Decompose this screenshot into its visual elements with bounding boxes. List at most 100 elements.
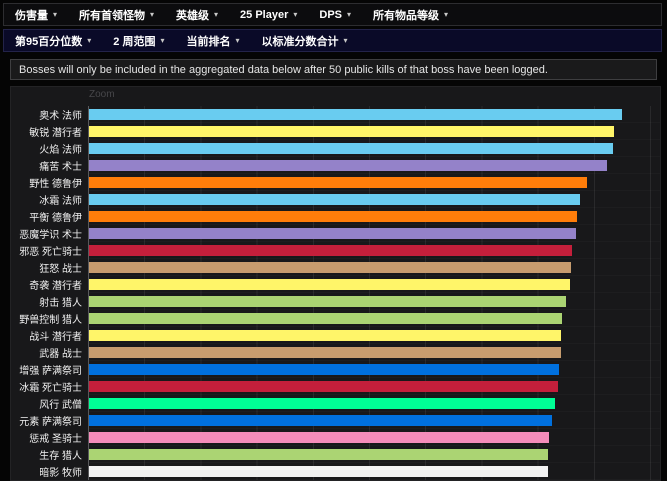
bar-track — [88, 344, 660, 361]
chart-rows: 奥术 法师 敏锐 潜行者 火焰 法师 痛苦 术士 野性 德鲁伊 冰霜 法师 平衡 德鲁伊 恶魔… — [11, 106, 660, 480]
chart-row: 狂怒 战士 — [11, 259, 660, 276]
dps-bar[interactable] — [89, 347, 561, 358]
menu-item-all-item-levels[interactable]: 所有物品等级 ▾ — [362, 4, 459, 25]
aggregation-notice: Bosses will only be included in the aggr… — [10, 59, 657, 80]
chevron-down-icon: ▾ — [347, 9, 352, 19]
chart-row: 邪恶 死亡骑士 — [11, 242, 660, 259]
spec-label: 邪恶 死亡骑士 — [19, 247, 82, 258]
chevron-down-icon: ▾ — [235, 35, 240, 45]
menu-item-label: DPS — [319, 8, 343, 21]
menu-item-heroic-difficulty[interactable]: 英雄级 ▾ — [165, 4, 229, 25]
chart-row: 冰霜 法师 — [11, 191, 660, 208]
chevron-down-icon: ▾ — [53, 9, 58, 19]
chart-row: 平衡 德鲁伊 — [11, 208, 660, 225]
dps-bar[interactable] — [89, 245, 572, 256]
aggregation-notice-text: Bosses will only be included in the aggr… — [19, 63, 548, 76]
menu-item-all-bosses[interactable]: 所有首领怪物 ▾ — [68, 4, 165, 25]
dps-bar[interactable] — [89, 466, 548, 477]
dps-bar[interactable] — [89, 109, 622, 120]
chevron-down-icon: ▾ — [87, 35, 92, 45]
chart-row: 惩戒 圣骑士 — [11, 429, 660, 446]
chart-row: 冰霜 死亡骑士 — [11, 378, 660, 395]
spec-label: 冰霜 死亡骑士 — [19, 383, 82, 394]
bar-track — [88, 276, 660, 293]
dps-bar[interactable] — [89, 398, 555, 409]
dps-bar[interactable] — [89, 143, 614, 154]
spec-label: 狂怒 战士 — [39, 264, 82, 275]
bar-track — [88, 463, 660, 480]
dps-bar[interactable] — [89, 449, 549, 460]
chart-row: 奇袭 潜行者 — [11, 276, 660, 293]
menu-item-damage-done[interactable]: 伤害量 ▾ — [4, 4, 68, 25]
spec-label: 野兽控制 猎人 — [19, 315, 82, 326]
menu-item-label: 2 周范围 — [113, 35, 156, 48]
dps-bar[interactable] — [89, 364, 560, 375]
spec-label: 元素 萨满祭司 — [19, 417, 82, 428]
dps-bar[interactable] — [89, 194, 580, 205]
chart-row: 野兽控制 猎人 — [11, 310, 660, 327]
menu-item-label: 伤害量 — [15, 9, 48, 22]
bar-track — [88, 123, 660, 140]
chart-row: 恶魔学识 术士 — [11, 225, 660, 242]
dps-bar[interactable] — [89, 262, 571, 273]
menu-item-25-player[interactable]: 25 Player ▾ — [229, 4, 308, 25]
spec-label: 生存 猎人 — [39, 451, 82, 462]
bar-track — [88, 191, 660, 208]
bar-track — [88, 157, 660, 174]
dps-bar[interactable] — [89, 228, 577, 239]
chart-row: 元素 萨满祭司 — [11, 412, 660, 429]
bar-track — [88, 429, 660, 446]
spec-label: 冰霜 法师 — [39, 196, 82, 207]
bar-track — [88, 106, 660, 123]
dps-bar[interactable] — [89, 296, 566, 307]
dps-bar[interactable] — [89, 381, 558, 392]
spec-label: 奥术 法师 — [39, 111, 82, 122]
dps-bar[interactable] — [89, 415, 553, 426]
menu-item-95th-percentile[interactable]: 第95百分位数 ▾ — [4, 30, 102, 51]
primary-filter-toolbar: 伤害量 ▾ 所有首领怪物 ▾ 英雄级 ▾ 25 Player ▾ DPS ▾ 所有物品等级 ▾ — [3, 3, 662, 26]
spec-label: 平衡 德鲁伊 — [29, 213, 82, 224]
dps-bar[interactable] — [89, 177, 587, 188]
spec-label: 野性 德鲁伊 — [29, 179, 82, 190]
spec-label: 敏锐 潜行者 — [29, 128, 82, 139]
chart-zoom-label: Zoom — [89, 89, 115, 100]
bar-track — [88, 446, 660, 463]
dps-bar[interactable] — [89, 432, 549, 443]
chart-row: 武器 战士 — [11, 344, 660, 361]
dps-bar[interactable] — [89, 279, 571, 290]
menu-item-aggregate-by-standard-score[interactable]: 以标准分数合计 ▾ — [250, 30, 358, 51]
chevron-down-icon: ▾ — [160, 35, 165, 45]
secondary-filter-toolbar: 第95百分位数 ▾ 2 周范围 ▾ 当前排名 ▾ 以标准分数合计 ▾ — [3, 29, 662, 52]
spec-label: 武器 战士 — [39, 349, 82, 360]
dps-bar[interactable] — [89, 211, 578, 222]
menu-item-2-week-range[interactable]: 2 周范围 ▾ — [102, 30, 175, 51]
chart-row: 奥术 法师 — [11, 106, 660, 123]
menu-item-label: 25 Player — [240, 8, 289, 21]
spec-label: 增强 萨满祭司 — [19, 366, 82, 377]
menu-item-dps-metric[interactable]: DPS ▾ — [308, 4, 362, 25]
bar-track — [88, 174, 660, 191]
spec-label: 暗影 牧师 — [39, 468, 82, 479]
menu-item-current-rankings[interactable]: 当前排名 ▾ — [175, 30, 250, 51]
bar-track — [88, 225, 660, 242]
spec-label: 惩戒 圣骑士 — [29, 434, 82, 445]
chevron-down-icon: ▾ — [150, 9, 155, 19]
menu-item-label: 当前排名 — [186, 35, 231, 48]
bar-track — [88, 242, 660, 259]
bar-track — [88, 293, 660, 310]
dps-bar-chart: Zoom 奥术 法师 敏锐 潜行者 火焰 法师 痛苦 术士 野性 德鲁伊 冰霜 法师 平衡 … — [10, 86, 661, 481]
bar-track — [88, 395, 660, 412]
dps-bar[interactable] — [89, 160, 607, 171]
dps-bar[interactable] — [89, 313, 562, 324]
bar-track — [88, 378, 660, 395]
menu-item-label: 第95百分位数 — [15, 35, 83, 48]
dps-bar[interactable] — [89, 126, 614, 137]
bar-track — [88, 361, 660, 378]
bar-track — [88, 259, 660, 276]
spec-label: 战斗 潜行者 — [29, 332, 82, 343]
chart-row: 野性 德鲁伊 — [11, 174, 660, 191]
chart-row: 风行 武僧 — [11, 395, 660, 412]
chevron-down-icon: ▾ — [444, 9, 449, 19]
dps-bar[interactable] — [89, 330, 562, 341]
menu-item-label: 英雄级 — [176, 9, 210, 22]
